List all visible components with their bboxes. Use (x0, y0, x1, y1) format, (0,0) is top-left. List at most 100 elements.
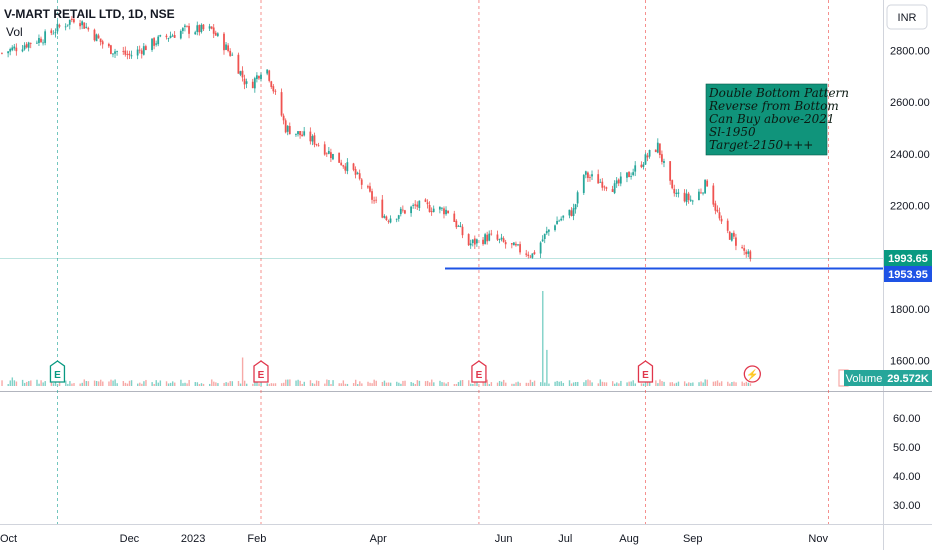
candle-body (155, 43, 158, 45)
candle-body (136, 49, 139, 56)
annotation-note[interactable]: Double Bottom Pattern Reverse from Botto… (705, 83, 849, 156)
volume-bar (151, 382, 153, 386)
volume-bar (202, 383, 205, 386)
volume-bar (171, 381, 174, 386)
volume-bar (315, 380, 318, 386)
earnings-marker[interactable]: E (253, 360, 269, 383)
volume-tag-label: Volume (846, 373, 883, 385)
volume-bar (447, 381, 449, 386)
candle-body (169, 35, 172, 38)
volume-bar (498, 380, 501, 386)
volume-bar (500, 381, 503, 386)
candle-body (726, 220, 729, 231)
candle-body (404, 210, 406, 214)
candle-body (317, 145, 320, 147)
volume-bar (122, 381, 125, 386)
candle-body (35, 42, 38, 44)
volume-bar (416, 380, 419, 386)
volume-bar (698, 382, 700, 386)
candle-body (122, 51, 125, 52)
candle-body (260, 74, 262, 80)
volume-bar (439, 380, 441, 386)
volume-bar (186, 383, 188, 386)
candle-body (502, 238, 505, 242)
volume-bar (618, 383, 620, 386)
candle-body (438, 206, 441, 210)
volume-bar (229, 381, 231, 386)
line-price-value: 1953.95 (888, 269, 928, 281)
volume-bar (718, 382, 721, 386)
volume-bar (381, 381, 384, 386)
volume-bar (683, 381, 686, 386)
currency-label: INR (898, 12, 917, 24)
volume-bar (685, 383, 688, 386)
candle-body (340, 162, 343, 166)
volume-bar (239, 383, 242, 386)
earnings-marker[interactable]: E (49, 360, 66, 383)
candle-body (110, 45, 112, 54)
volume-bar (544, 382, 546, 386)
volume-bar (443, 382, 445, 386)
candle-body (99, 38, 102, 42)
volume-bar (145, 379, 147, 386)
volume-bar (548, 383, 550, 386)
volume-bar (601, 381, 604, 386)
earnings-badge-letter: E (258, 370, 265, 381)
event-markers[interactable]: E E E E ⚡ (49, 360, 761, 383)
earnings-badge (637, 360, 654, 383)
candle-body (488, 233, 491, 241)
volume-bar (585, 380, 587, 386)
volume-bar (324, 383, 326, 386)
candle-body (673, 188, 676, 194)
earnings-marker[interactable]: E (637, 360, 654, 383)
candle-body (311, 136, 314, 142)
candle-body (112, 53, 114, 55)
candle-body (38, 38, 40, 43)
candle-body (611, 189, 614, 192)
volume-bar (252, 383, 254, 386)
volume-bar (527, 382, 530, 386)
candle-body (245, 81, 248, 84)
volume-bar (628, 381, 630, 386)
candle-body (689, 199, 692, 201)
volume-bar (671, 382, 673, 386)
oscillator-tick-label: 60.00 (893, 413, 921, 425)
volume-bar (459, 380, 462, 386)
volume-bar (700, 381, 702, 386)
flash-marker[interactable]: ⚡ (743, 365, 761, 383)
candle-body (280, 92, 283, 116)
volume-bar (513, 383, 515, 386)
candle-body (9, 49, 12, 52)
candle-body (675, 192, 678, 194)
earnings-marker[interactable]: E (471, 360, 487, 383)
volume-bar (165, 381, 168, 386)
candle-body (424, 199, 427, 202)
candle-body (613, 183, 616, 194)
volume-bar (648, 380, 651, 386)
volume-bar (482, 379, 484, 386)
volume-bar (702, 382, 704, 386)
volume-bar (663, 381, 665, 386)
volume-bar (731, 382, 733, 386)
candle-body (7, 51, 10, 54)
volume-bar (441, 382, 443, 386)
currency-button[interactable]: INR (886, 4, 928, 30)
volume-bar (274, 383, 277, 386)
oscillator-tick-label: 50.00 (893, 442, 921, 454)
candle-body (418, 200, 421, 209)
volume-bar (431, 379, 433, 386)
candle-body (229, 50, 232, 56)
volume-bar (361, 383, 363, 386)
candle-body (447, 210, 449, 214)
candle-body (159, 35, 162, 37)
volume-bar (632, 380, 634, 386)
candle-body (181, 28, 184, 32)
candle-body (179, 31, 182, 39)
volume-bar (266, 383, 268, 386)
time-tick-label: Dec (120, 533, 140, 545)
volume-bar (237, 380, 240, 386)
candle-body (27, 42, 30, 48)
volume-bar (1, 380, 3, 386)
